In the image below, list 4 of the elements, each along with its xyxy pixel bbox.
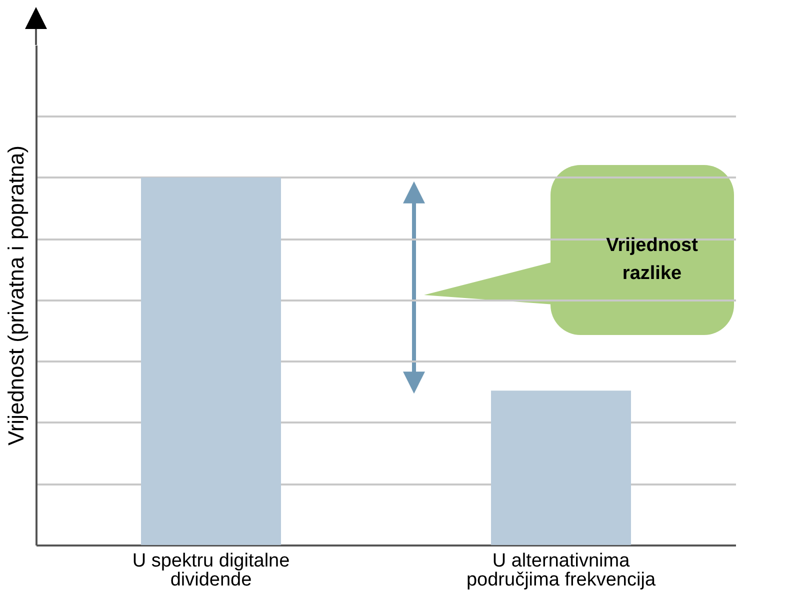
y-axis-title: Vrijednost (privatna i popratna): [4, 145, 28, 446]
x-tick-label: U spektru digitalne dividende: [132, 550, 290, 590]
annotation: Vrijednost razlike: [606, 235, 699, 284]
x-tick-label: U alternativnima područjima frekvencija: [466, 550, 656, 590]
